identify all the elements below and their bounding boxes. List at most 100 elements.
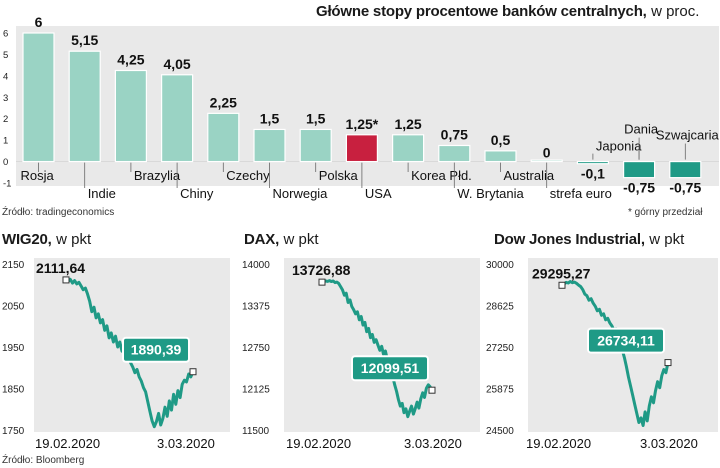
bar-norwegia xyxy=(253,128,286,163)
start-value-label: 2111,64 xyxy=(36,260,85,276)
y-tick-label: 4 xyxy=(3,71,8,82)
bar-value-label: 4,25 xyxy=(117,52,144,68)
y-tick-label: 30000 xyxy=(486,260,514,271)
bar-value-label: -0,75 xyxy=(669,180,701,196)
dax-unit: w pkt xyxy=(283,231,319,248)
category-label: strefa euro xyxy=(550,186,612,201)
y-tick-label: 5 xyxy=(3,50,8,61)
category-label: Indie xyxy=(88,186,116,201)
y-tick-label: 12750 xyxy=(242,343,270,354)
bar-value-label: 1,5 xyxy=(306,110,326,126)
x-start-label: 19.02.2020 xyxy=(526,436,591,451)
dow-unit: w pkt xyxy=(649,231,685,248)
dax-title-text: DAX, xyxy=(244,231,280,248)
y-tick-label: 28625 xyxy=(486,302,514,313)
bar-korea-p-d- xyxy=(392,134,425,163)
end-marker xyxy=(428,386,436,394)
y-tick-label: 1750 xyxy=(2,426,25,437)
bar-value-label: 1,25 xyxy=(394,116,421,132)
end-marker xyxy=(664,359,672,367)
wig20-line-chart: 2150 2050 1950 1850 1750 2111,64 1890,39 19.02.… xyxy=(2,258,230,451)
y-tick-label: 1950 xyxy=(2,343,25,354)
y-tick-label: 12125 xyxy=(242,385,270,396)
bar-value-label: -0,75 xyxy=(623,180,655,196)
y-tick-label: 1 xyxy=(3,136,8,147)
bar-rosja xyxy=(22,32,55,163)
y-tick-label: 2150 xyxy=(2,260,25,271)
end-value-box xyxy=(351,355,429,382)
y-tick-label: 25875 xyxy=(486,385,514,396)
category-label: Brazylia xyxy=(134,168,181,183)
y-tick-label: 0 xyxy=(3,157,8,168)
bar-value-label: 1,5 xyxy=(260,110,280,126)
bottom-source: Źródło: Bloomberg xyxy=(2,455,85,466)
category-label: W. Brytania xyxy=(457,186,524,201)
top-chart-footnote: * górny przedział xyxy=(628,207,703,218)
start-marker xyxy=(318,278,326,286)
top-chart-value-labels: 6 5,15 4,25 4,05 2,25 1,5 1,5 1,25* 1,25 0,75 0,5 0… xyxy=(35,14,702,196)
bar-chiny xyxy=(161,74,194,163)
x-start-label: 19.02.2020 xyxy=(35,436,100,451)
bar-strefa-euro xyxy=(530,159,563,163)
bar-czechy xyxy=(207,112,240,163)
x-start-label: 19.02.2020 xyxy=(286,436,351,451)
category-label: Australia xyxy=(504,168,555,183)
category-label: Chiny xyxy=(180,186,214,201)
end-value-label: 26734,11 xyxy=(597,333,655,349)
dax-line-chart: 14000 13375 12750 12125 11500 13726,88 12099,5… xyxy=(242,258,480,451)
bar-value-label: 6 xyxy=(35,14,43,30)
bar-japonia xyxy=(576,160,610,165)
category-label: Szwajcaria xyxy=(656,128,720,143)
category-label: Rosja xyxy=(21,168,55,183)
index-line xyxy=(321,279,434,419)
y-tick-label: 14000 xyxy=(242,260,270,271)
start-marker xyxy=(62,276,70,284)
bar-value-label: 0,5 xyxy=(491,132,511,148)
y-tick-label: 1850 xyxy=(2,385,25,396)
dax-title: DAX, w pkt xyxy=(244,231,319,249)
top-chart-title: Główne stopy procentowe banków centralny… xyxy=(316,3,699,21)
category-label: Japonia xyxy=(596,139,642,154)
bar-value-label: 0 xyxy=(543,145,551,161)
bar-indie xyxy=(68,50,101,163)
bar-usa xyxy=(345,134,378,163)
bar-polska xyxy=(299,128,332,163)
bar-value-label: 2,25 xyxy=(210,94,237,110)
dow-line-chart: 30000 28625 27250 25875 24500 29295,27 26734,1… xyxy=(486,258,718,451)
start-marker xyxy=(558,281,566,289)
wig20-unit: w pkt xyxy=(56,231,92,248)
y-tick-label: 3 xyxy=(3,93,8,104)
bar-australia xyxy=(484,150,517,163)
category-label: USA xyxy=(365,186,392,201)
end-value-box xyxy=(122,336,190,363)
top-chart-title-text: Główne stopy procentowe banków centralny… xyxy=(316,3,647,20)
y-tick-label: 27250 xyxy=(486,343,514,354)
y-tick-label: 2 xyxy=(3,114,8,125)
wig20-title: WIG20, w pkt xyxy=(2,231,91,249)
x-end-label: 3.03.2020 xyxy=(404,436,462,451)
category-label: Czechy xyxy=(226,168,270,183)
category-label: Norwegia xyxy=(273,186,329,201)
bar-value-label: 0,75 xyxy=(441,127,468,143)
y-tick-label: -1 xyxy=(3,179,11,190)
category-label: Dania xyxy=(624,122,659,137)
top-chart-unit: w proc. xyxy=(651,3,700,20)
end-marker xyxy=(189,368,197,376)
x-end-label: 3.03.2020 xyxy=(640,436,698,451)
y-tick-label: 11500 xyxy=(242,426,270,437)
y-tick-label: 13375 xyxy=(242,302,270,313)
start-value-label: 29295,27 xyxy=(532,265,591,281)
end-value-label: 12099,51 xyxy=(361,360,420,376)
bar-w-brytania xyxy=(438,144,471,163)
top-chart-source: Źródło: tradingeconomics xyxy=(2,207,115,218)
wig20-title-text: WIG20, xyxy=(2,231,52,248)
interest-rate-bar-chart: 6 5 4 3 2 1 0 -1 6 5,15 4,25 4,05 2,25 1,5 1,5 1,25* 1,… xyxy=(3,14,720,201)
end-value-label: 1890,39 xyxy=(131,342,182,358)
bar-value-label: 5,15 xyxy=(71,32,98,48)
x-end-label: 3.03.2020 xyxy=(157,436,215,451)
bar-value-label: -0,1 xyxy=(581,166,605,182)
dow-title: Dow Jones Industrial, w pkt xyxy=(494,231,684,249)
category-label: Korea Płd. xyxy=(411,168,472,183)
dow-title-text: Dow Jones Industrial, xyxy=(494,231,645,248)
